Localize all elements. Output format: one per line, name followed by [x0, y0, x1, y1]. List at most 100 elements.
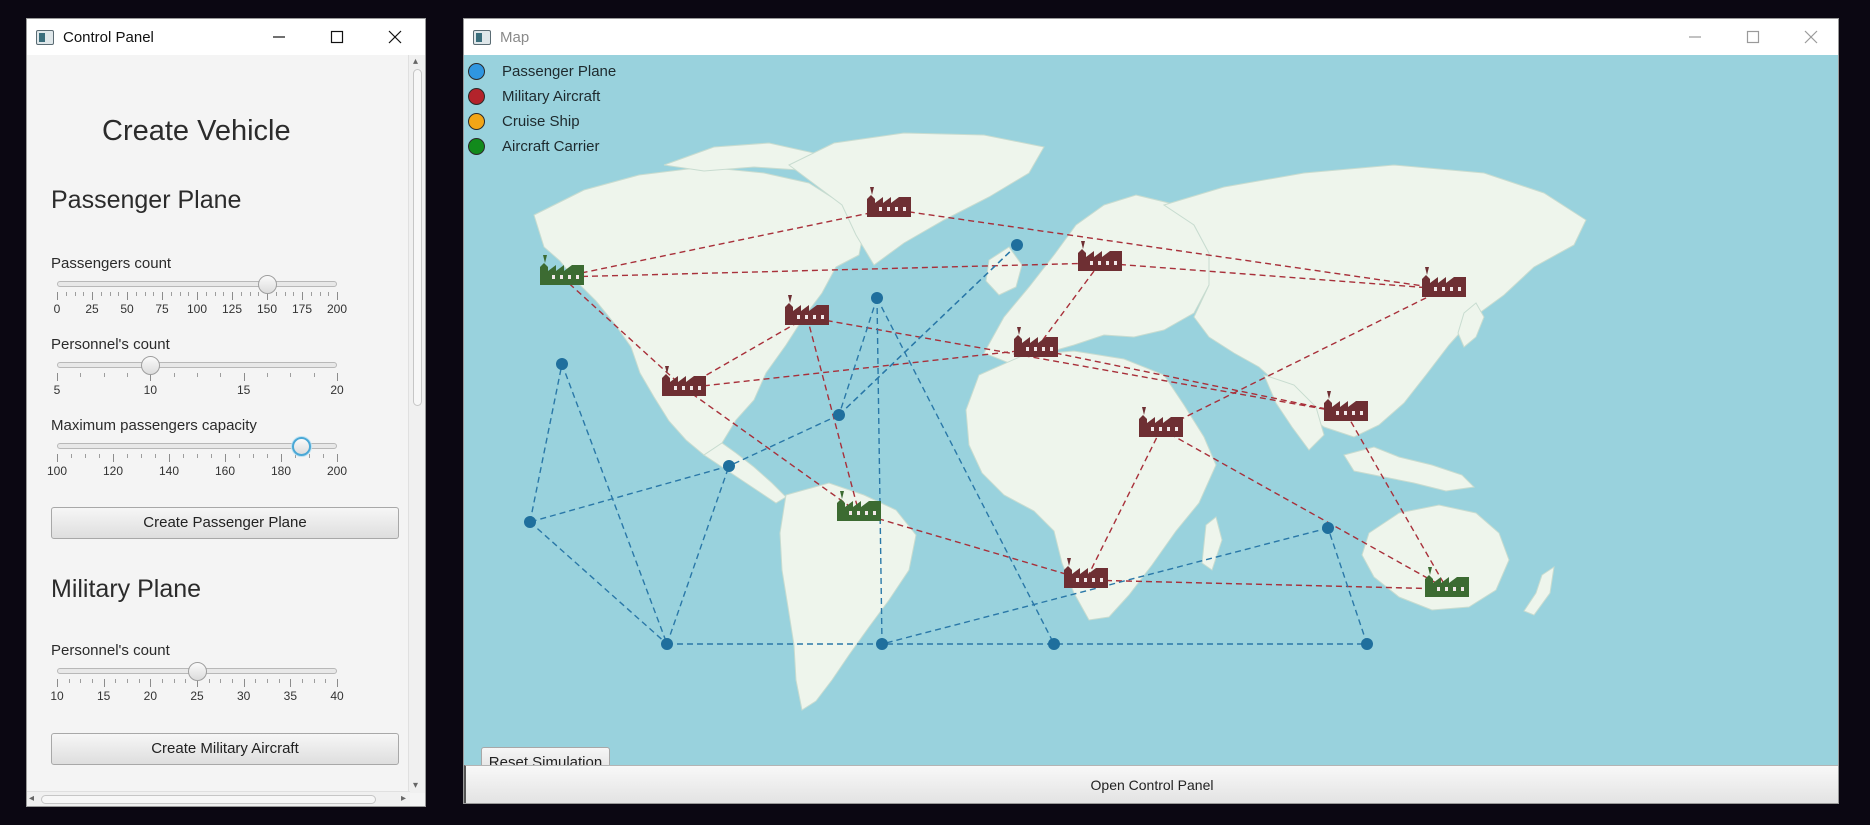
military-base-factory-icon: [1422, 267, 1466, 297]
japan-landmass: [1457, 302, 1485, 348]
world-map-canvas[interactable]: [464, 55, 1839, 765]
factory-window: [903, 207, 906, 211]
slider-tick: [293, 292, 295, 296]
control-panel-window: Control Panel Create Vehicle Passenger P…: [26, 18, 426, 807]
military-route-line: [683, 316, 808, 389]
slider-tick: [258, 292, 260, 296]
factory-chimney-arrow: [1327, 391, 1331, 399]
carrier-base-factory-icon: [540, 255, 584, 285]
factory-shape: [1078, 249, 1122, 271]
map-titlebar[interactable]: Map: [464, 19, 1838, 55]
passenger-route-line: [838, 244, 1018, 416]
slider-track[interactable]: [57, 362, 337, 368]
close-icon: [388, 30, 402, 44]
factory-window: [1151, 427, 1154, 431]
factory-window: [1352, 411, 1355, 415]
factory-window: [1450, 287, 1453, 291]
legend-item-military-aircraft: Military Aircraft: [468, 84, 616, 109]
slider-tick: [267, 373, 268, 377]
factory-shape: [867, 195, 911, 217]
slider-tick: [284, 292, 286, 296]
military-route-line: [561, 208, 890, 278]
legend-label: Aircraft Carrier: [502, 138, 600, 155]
factory-window: [698, 386, 701, 390]
passenger-plane-node: [1011, 239, 1023, 251]
app-window-icon: [36, 29, 54, 45]
vertical-scrollbar[interactable]: ▴ ▾: [408, 55, 425, 793]
military-personnel-count-slider[interactable]: 10 15 20 25 30 35 40: [50, 661, 393, 707]
horizontal-scrollbar[interactable]: ◂ ▸: [27, 791, 410, 806]
military-route-line: [806, 316, 1347, 414]
slider-track[interactable]: [57, 281, 337, 287]
scroll-up-arrow-icon[interactable]: ▴: [413, 56, 419, 67]
legend-label: Cruise Ship: [502, 113, 580, 130]
world-map[interactable]: Passenger Plane Military Aircraft Cruise…: [464, 55, 1839, 765]
slider-tick-label: 30: [236, 689, 251, 703]
map-minimize-button[interactable]: [1666, 19, 1724, 55]
slider-tick: [337, 454, 338, 462]
factory-window: [1453, 587, 1456, 591]
create-passenger-plane-button[interactable]: Create Passenger Plane: [51, 507, 399, 539]
slider-tick: [170, 292, 172, 296]
close-button[interactable]: [366, 19, 424, 55]
slider-thumb[interactable]: [141, 356, 161, 375]
passenger-plane-node: [1322, 522, 1334, 534]
slider-thumb[interactable]: [291, 437, 311, 456]
factory-window: [1458, 287, 1461, 291]
markers-layer: [524, 187, 1469, 650]
slider-tick: [144, 292, 146, 296]
scroll-right-arrow-icon[interactable]: ▸: [400, 793, 406, 804]
vertical-scroll-thumb[interactable]: [413, 69, 422, 406]
land-masses: [533, 132, 1587, 711]
slider-tick: [127, 292, 128, 300]
slider-tick: [127, 679, 128, 683]
military-route-line: [1099, 262, 1445, 290]
slider-tick: [214, 292, 216, 296]
slider-tick: [74, 292, 76, 296]
minimize-button[interactable]: [250, 19, 308, 55]
scroll-left-arrow-icon[interactable]: ◂: [29, 793, 35, 804]
asia-landmass: [1162, 164, 1587, 438]
maximize-button[interactable]: [308, 19, 366, 55]
max-passengers-capacity-slider[interactable]: 100 120 140 160 180 200: [47, 436, 393, 482]
slider-tick: [109, 292, 111, 296]
personnel-count-slider[interactable]: 5 10 15 20: [54, 355, 393, 401]
slider-thumb[interactable]: [188, 662, 207, 681]
slider-tick: [188, 292, 190, 296]
open-control-panel-button[interactable]: Open Control Panel: [464, 765, 1838, 803]
factory-window: [857, 511, 860, 515]
factory-window: [552, 275, 555, 279]
factory-shape: [785, 303, 829, 325]
factory-window: [1050, 347, 1053, 351]
military-base-factory-icon: [1139, 407, 1183, 437]
legend-label: Military Aircraft: [502, 88, 601, 105]
passenger-plane-node: [1361, 638, 1373, 650]
slider-tick: [162, 292, 163, 300]
map-maximize-button[interactable]: [1724, 19, 1782, 55]
slider-tick-label: 40: [330, 689, 344, 703]
slider-track[interactable]: [57, 443, 337, 449]
slider-tick: [115, 679, 117, 683]
passengers-count-slider[interactable]: 0 25 50 75 100 125 150 175 200: [54, 274, 393, 320]
reset-simulation-button[interactable]: Reset Simulation: [481, 747, 610, 765]
create-military-aircraft-button[interactable]: Create Military Aircraft: [51, 733, 399, 765]
slider-tick: [239, 454, 240, 458]
military-route-line: [683, 348, 1037, 389]
control-panel-titlebar[interactable]: Control Panel: [27, 19, 425, 55]
factory-chimney-arrow: [665, 366, 669, 374]
slider-tick-label: 150: [256, 302, 278, 316]
slider-tick-label: 100: [186, 302, 208, 316]
south-america-landmass: [779, 482, 917, 711]
passenger-plane-node: [723, 460, 735, 472]
slider-tick-label: 140: [158, 464, 180, 478]
slider-thumb[interactable]: [258, 275, 277, 294]
scroll-down-arrow-icon[interactable]: ▾: [413, 780, 419, 791]
slider-tick-label: 50: [120, 302, 134, 316]
maximize-icon: [1746, 30, 1760, 44]
horizontal-scroll-thumb[interactable]: [41, 795, 376, 804]
military-route-line: [561, 276, 685, 389]
factory-window: [887, 207, 890, 211]
north-america-landmass: [533, 166, 865, 456]
map-close-button[interactable]: [1782, 19, 1838, 55]
legend-label: Passenger Plane: [502, 63, 617, 80]
